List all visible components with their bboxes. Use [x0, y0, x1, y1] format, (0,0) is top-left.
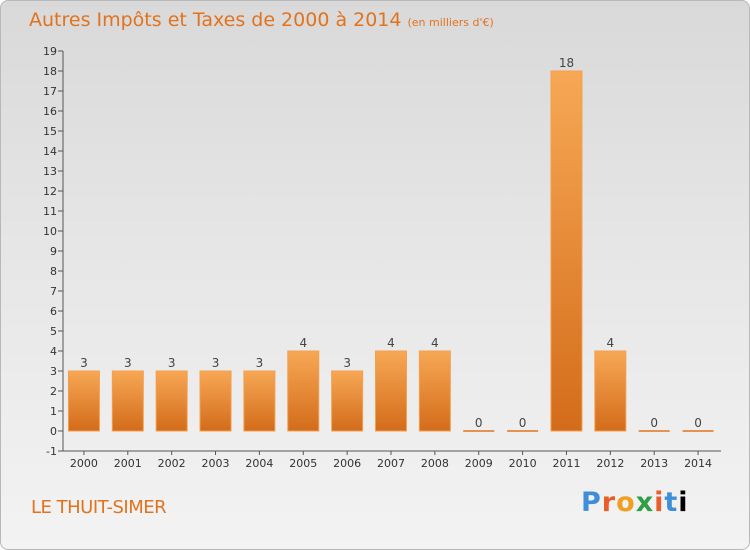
- bar: [375, 350, 407, 432]
- title-text: Autres Impôts et Taxes de 2000 à 2014: [29, 9, 402, 31]
- data-label: 3: [256, 356, 264, 370]
- y-tick-label: 0: [50, 425, 57, 438]
- data-label: 3: [168, 356, 176, 370]
- y-tick-label: -1: [46, 445, 57, 458]
- y-tick-label: 14: [43, 145, 57, 158]
- data-label: 0: [694, 416, 702, 430]
- x-tick-label: 2002: [158, 457, 186, 470]
- y-tick-label: 6: [50, 305, 57, 318]
- data-label: 3: [124, 356, 132, 370]
- x-tick-label: 2014: [684, 457, 712, 470]
- bar: [67, 370, 100, 432]
- data-label: 0: [475, 416, 483, 430]
- data-labels: 3 3 3 3 3 4 3 4 4 0 0 18 4 0 0: [80, 56, 702, 430]
- y-tick-label: 4: [50, 345, 57, 358]
- y-tick-label: 13: [43, 165, 57, 178]
- x-tick-label: 2001: [114, 457, 142, 470]
- data-label: 0: [519, 416, 527, 430]
- proxiti-logo: Proxiti: [581, 487, 689, 518]
- x-tick-label: 2008: [421, 457, 449, 470]
- data-label: 18: [559, 56, 574, 70]
- title-unit: (en milliers d'€): [407, 16, 494, 29]
- x-tick-label: 2006: [333, 457, 361, 470]
- x-tick-label: 2003: [202, 457, 230, 470]
- data-label: 4: [431, 336, 439, 350]
- data-label: 3: [343, 356, 351, 370]
- commune-name: LE THUIT-SIMER: [31, 497, 167, 518]
- x-tick-label: 2004: [245, 457, 273, 470]
- y-tick-label: 8: [50, 265, 57, 278]
- y-tick-label: 3: [50, 365, 57, 378]
- bar: [111, 370, 144, 432]
- x-tick-label: 2000: [70, 457, 98, 470]
- x-tick-label: 2013: [640, 457, 668, 470]
- bar: [287, 350, 320, 432]
- y-tick-label: 2: [50, 385, 57, 398]
- y-tick-label: 9: [50, 245, 57, 258]
- bars: [67, 70, 714, 432]
- bar: [199, 370, 232, 432]
- x-tick-label: 2009: [465, 457, 493, 470]
- data-label: 4: [299, 336, 307, 350]
- data-label: 3: [80, 356, 88, 370]
- x-tick-label: 2012: [596, 457, 624, 470]
- data-label: 3: [212, 356, 220, 370]
- y-tick-label: 1: [50, 405, 57, 418]
- y-tick-label: 11: [43, 205, 57, 218]
- data-label: 4: [387, 336, 395, 350]
- bar: [550, 70, 583, 432]
- y-tick-label: 18: [43, 65, 57, 78]
- x-tick-label: 2007: [377, 457, 405, 470]
- data-label: 0: [650, 416, 658, 430]
- y-tick-label: 16: [43, 105, 57, 118]
- bar: [418, 350, 451, 432]
- data-label: 4: [607, 336, 615, 350]
- y-tick-label: 17: [43, 85, 57, 98]
- y-tick-label: 19: [43, 45, 57, 58]
- y-tick-label: 12: [43, 185, 57, 198]
- x-tick-label: 2010: [509, 457, 537, 470]
- x-tick-label: 2005: [289, 457, 317, 470]
- chart-title: Autres Impôts et Taxes de 2000 à 2014 (en…: [29, 9, 494, 31]
- bar: [243, 370, 276, 432]
- bar: [594, 350, 627, 432]
- x-tick-label: 2011: [552, 457, 580, 470]
- y-tick-label: 7: [50, 285, 57, 298]
- bar: [331, 370, 364, 432]
- y-tick-label: 15: [43, 125, 57, 138]
- y-tick-label: 5: [50, 325, 57, 338]
- bar: [155, 370, 188, 432]
- y-tick-label: 10: [43, 225, 57, 238]
